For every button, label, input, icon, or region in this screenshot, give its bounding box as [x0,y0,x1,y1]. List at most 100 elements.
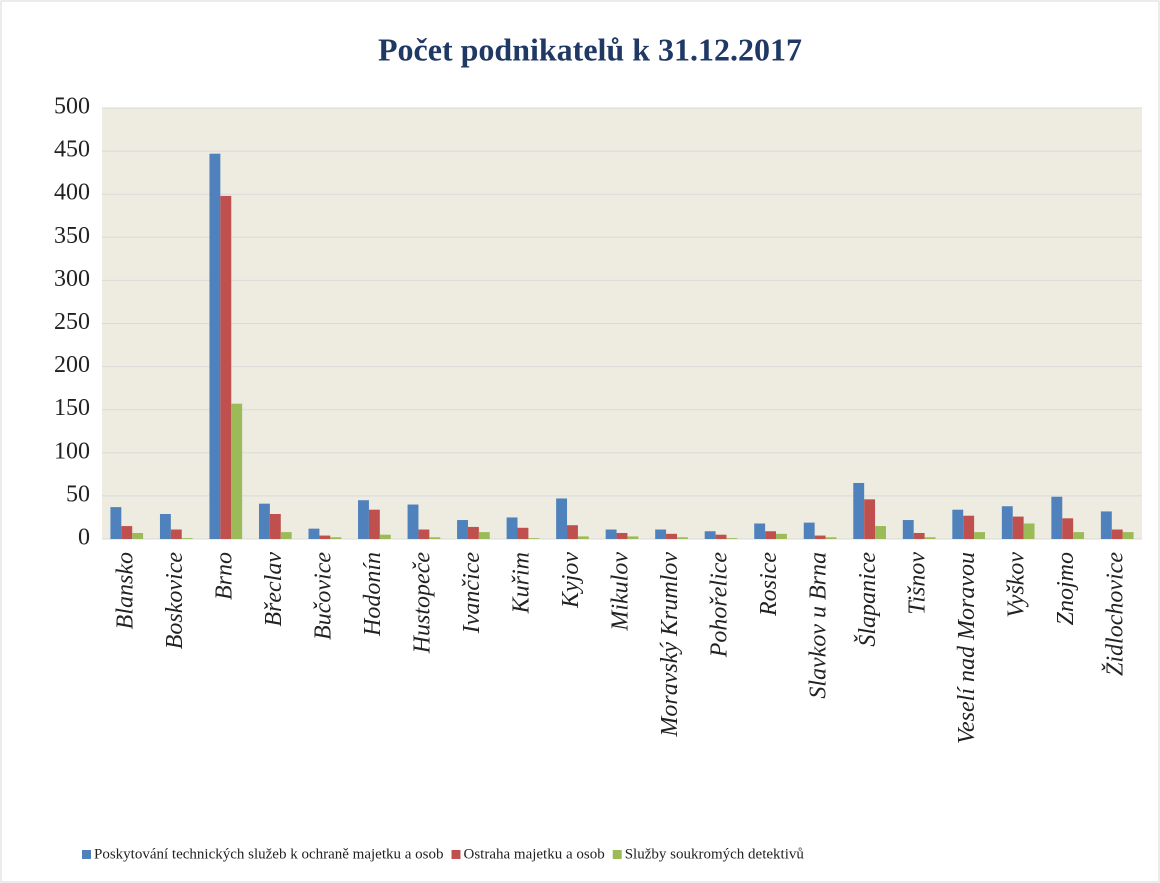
bar [506,517,518,539]
bar [627,536,639,539]
legend-label: Poskytování technických služeb k ochraně… [94,846,444,862]
bar [776,533,787,539]
x-tick-label: Břeclav [261,552,287,627]
bar [924,537,936,539]
bar [913,532,925,539]
x-tick-label: Šlapanice [854,552,881,647]
bar [132,532,144,539]
bar [726,538,738,539]
bar [605,529,617,539]
x-tick-label: Veselí nad Moravou [954,552,980,744]
bar [159,514,171,539]
legend-label: Ostraha majetku a osob [464,846,605,862]
x-tick-label: Mikulov [608,552,634,632]
y-tick-label: 250 [54,309,90,335]
bar [457,520,468,539]
bar [170,529,182,539]
bar [715,534,727,539]
bar [319,535,331,539]
bar [676,537,688,539]
x-tick-label: Vyškov [1004,552,1030,618]
bar [1023,523,1035,539]
y-tick-label: 0 [78,525,90,551]
bar [280,532,292,539]
bar [121,526,133,539]
x-tick-label: Hustopeče [409,552,435,655]
legend-swatch [451,850,461,859]
x-tick-label: Pohořelice [707,552,733,659]
bar [577,536,589,539]
bar [258,503,270,539]
bar [418,529,430,539]
x-tick-label: Hodonín [360,552,386,637]
bar [556,498,568,539]
bar [666,533,677,539]
bar [853,482,865,539]
bar [616,532,628,539]
bar [952,509,964,539]
bar [467,526,479,539]
bar [1100,511,1112,539]
bar [379,534,391,539]
y-tick-label: 300 [54,266,90,292]
y-tick-label: 500 [54,94,90,120]
bar [825,537,837,539]
bar [1111,529,1123,539]
x-tick-label: Moravský Krumlov [657,552,683,738]
bar [407,504,419,539]
y-tick-label: 350 [54,223,90,249]
bar [517,527,529,539]
bar [655,529,667,539]
bar [902,520,914,539]
x-tick-label: Bučovice [310,552,336,640]
x-tick-label: Znojmo [1053,552,1079,625]
bar [1073,532,1085,539]
x-tick-label: Ivančice [459,552,485,635]
x-tick-label: Tišnov [905,552,931,615]
x-tick-label: Boskovice [162,552,188,650]
bar [181,538,193,539]
bar [1062,518,1074,539]
x-tick-label: Židlochovice [1103,552,1129,676]
y-tick-label: 100 [54,438,90,464]
bar [478,532,490,539]
bar [765,531,777,539]
chart-title: Počet podnikatelů k 31.12.2017 [378,31,802,67]
bar [567,525,578,539]
y-tick-label: 50 [66,481,90,507]
y-tick-label: 400 [54,180,90,206]
x-tick-label: Slavkov u Brna [806,552,832,699]
bar [875,526,886,539]
bar [209,153,221,539]
bar [704,531,716,539]
bar [864,499,876,539]
bar [110,507,122,539]
bar [368,509,380,539]
bar [1012,516,1024,539]
y-tick-label: 150 [54,395,90,421]
bar [803,522,815,539]
x-tick-label: Brno [211,552,237,600]
x-tick-label: Kuřim [508,552,534,614]
bar [1001,506,1013,539]
x-tick-label: Kyjov [558,552,584,609]
bar [814,535,826,539]
bar [220,195,232,539]
x-tick-label: Rosice [756,552,782,617]
y-tick-label: 450 [54,137,90,163]
legend-swatch [82,850,91,859]
bar [974,532,986,539]
legend-swatch [612,850,622,859]
bar [963,515,975,539]
bar [269,514,281,539]
legend-label: Služby soukromých detektivů [625,846,805,862]
bar [231,403,243,539]
bar [1122,532,1134,539]
bar [754,523,766,539]
bar [528,538,540,539]
bar [358,500,369,539]
y-tick-label: 200 [54,352,90,378]
x-tick-label: Blansko [112,552,138,629]
